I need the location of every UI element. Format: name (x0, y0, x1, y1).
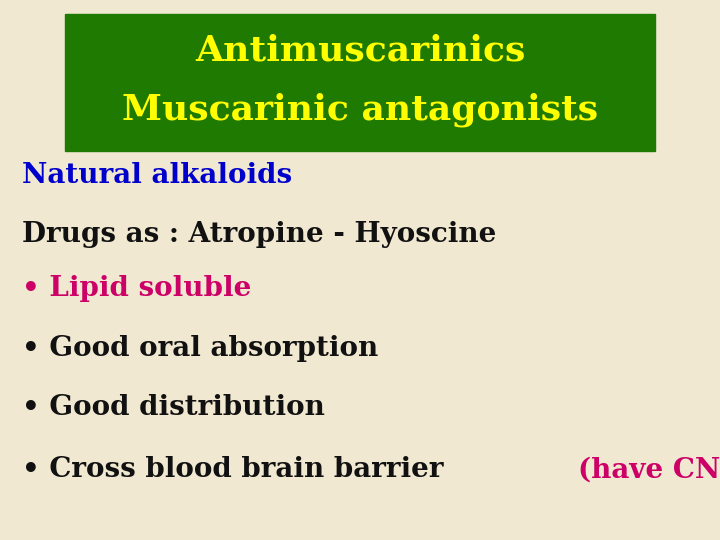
Text: Muscarinic antagonists: Muscarinic antagonists (122, 93, 598, 127)
Text: Antimuscarinics: Antimuscarinics (195, 33, 525, 68)
Text: Natural alkaloids: Natural alkaloids (22, 162, 292, 189)
FancyBboxPatch shape (65, 14, 655, 151)
Text: Drugs as : Atropine - Hyoscine: Drugs as : Atropine - Hyoscine (22, 221, 496, 248)
Text: • Cross blood brain barrier: • Cross blood brain barrier (22, 456, 453, 483)
Text: • Good distribution: • Good distribution (22, 394, 325, 421)
Text: • Good oral absorption: • Good oral absorption (22, 335, 378, 362)
Text: (have CNS actions): (have CNS actions) (578, 456, 720, 483)
Text: • Lipid soluble: • Lipid soluble (22, 275, 251, 302)
